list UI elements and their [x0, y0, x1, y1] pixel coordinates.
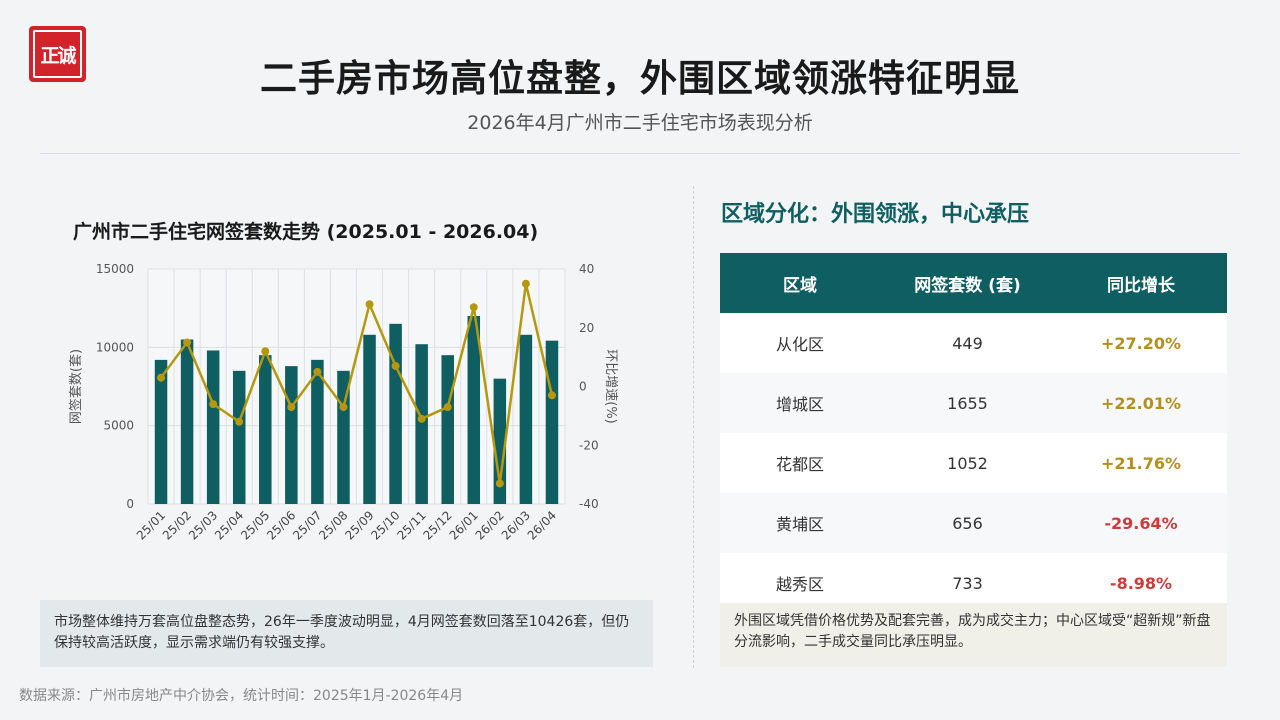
column-divider	[693, 186, 694, 668]
y-tick-label: 10000	[96, 340, 134, 354]
x-tick-label: 26/04	[525, 508, 559, 542]
bar	[154, 359, 168, 504]
cell-growth: -29.64%	[1104, 513, 1178, 533]
x-tick-label: 25/05	[238, 508, 272, 542]
region-table: 区域 网签套数 (套) 同比增长 从化区 449 +27.20% 增城区 165…	[720, 253, 1227, 613]
bar	[232, 370, 246, 504]
table-row: 增城区 1655 +22.01%	[720, 373, 1227, 433]
bar	[180, 339, 194, 504]
page-subtitle: 2026年4月广州市二手住宅市场表现分析	[467, 112, 813, 134]
cell-region: 增城区	[775, 395, 824, 414]
line-point	[391, 361, 400, 370]
cell-growth: -8.98%	[1109, 573, 1173, 593]
table-row: 花都区 1052 +21.76%	[720, 433, 1227, 493]
bar	[441, 355, 454, 504]
line-point	[417, 414, 426, 423]
line-point	[157, 373, 166, 382]
x-tick-label: 25/06	[264, 508, 298, 542]
line-point	[209, 400, 218, 409]
chart-title: 广州市二手住宅网签套数走势 (2025.01 - 2026.04)	[73, 221, 539, 243]
bar	[415, 344, 428, 504]
bar	[285, 366, 298, 504]
x-tick-label: 25/08	[316, 508, 350, 542]
bar	[206, 350, 220, 504]
logo-text: 正诚	[33, 30, 82, 78]
region-section-title: 区域分化：外围领涨，中心承压	[721, 202, 1030, 227]
table-row: 从化区 449 +27.20%	[720, 313, 1227, 373]
bar	[389, 323, 402, 504]
line-point	[547, 391, 556, 400]
x-tick-label: 26/03	[499, 508, 533, 542]
y-tick-label: 5000	[103, 419, 134, 433]
table-row: 黄埔区 656 -29.64%	[720, 493, 1227, 553]
line-point	[339, 403, 348, 412]
cell-growth: +21.76%	[1100, 453, 1182, 473]
line-point	[443, 403, 452, 412]
line-point	[287, 403, 296, 412]
bar	[467, 316, 481, 504]
cell-region: 越秀区	[775, 575, 824, 594]
page-title: 二手房市场高位盘整，外围区域领涨特征明显	[260, 57, 1020, 100]
cell-region: 黄埔区	[775, 515, 824, 534]
line-point	[261, 347, 270, 356]
header-count: 网签套数 (套)	[914, 275, 1021, 296]
line-point	[521, 279, 530, 288]
header-region: 区域	[783, 275, 817, 296]
bar	[493, 378, 507, 504]
y2-axis-label: 环比增速(%)	[603, 349, 618, 424]
cell-count: 1052	[947, 453, 988, 473]
x-tick-label: 25/07	[290, 508, 324, 542]
region-analysis-note: 外围区域凭借价格优势及配套完善，成为成交主力；中心区域受“超新规”新盘分流影响，…	[720, 603, 1227, 667]
cell-count: 656	[952, 513, 983, 533]
y2-tick-label: -40	[579, 497, 599, 511]
market-summary-note: 市场整体维持万套高位盘整态势，26年一季度波动明显，4月网签套数回落至10426…	[40, 600, 653, 667]
y2-tick-label: 20	[579, 321, 594, 335]
line-point	[313, 367, 322, 376]
growth-line	[160, 282, 554, 485]
y2-tick-label: 0	[579, 380, 587, 394]
x-tick-label: 25/09	[342, 508, 376, 542]
x-tick-label: 25/01	[134, 508, 168, 542]
trend-chart: 0 5000 10000 15000 -40 -20 0 20 40 网签套数(套) 环比增速(%)…	[68, 262, 618, 543]
x-tick-label: 25/02	[160, 508, 194, 542]
bar	[311, 359, 324, 504]
logo: 正诚	[29, 26, 86, 82]
line-point	[495, 479, 504, 488]
y2-tick-label: -20	[579, 438, 599, 452]
x-tick-label: 25/10	[368, 508, 402, 542]
table-header: 区域 网签套数 (套) 同比增长	[720, 253, 1227, 313]
y2-tick-label: 40	[579, 262, 594, 276]
cell-growth: +22.01%	[1100, 393, 1182, 413]
bar	[545, 340, 559, 504]
x-tick-label: 25/11	[394, 508, 428, 542]
header-growth: 同比增长	[1107, 275, 1175, 296]
line-point	[469, 303, 478, 312]
header-divider	[40, 153, 1240, 154]
x-tick-label: 25/12	[420, 508, 454, 542]
cell-region: 从化区	[775, 335, 824, 354]
bar	[363, 334, 376, 504]
x-tick-label: 25/03	[186, 508, 220, 542]
bar	[259, 355, 272, 504]
y-axis-label: 网签套数(套)	[68, 349, 84, 424]
cell-count: 733	[952, 573, 983, 593]
x-tick-label: 26/02	[473, 508, 507, 542]
bar	[519, 334, 533, 504]
x-tick-label: 25/04	[212, 508, 246, 542]
line-point	[365, 300, 374, 309]
cell-count: 449	[952, 333, 983, 353]
cell-region: 花都区	[775, 455, 824, 474]
cell-growth: +27.20%	[1100, 333, 1182, 353]
x-tick-label: 26/01	[447, 508, 481, 542]
data-source: 数据来源：广州市房地产中介协会，统计时间：2025年1月-2026年4月	[19, 688, 464, 704]
cell-count: 1655	[947, 393, 988, 413]
line-point	[183, 338, 192, 347]
y-tick-label: 0	[126, 497, 134, 511]
line-point	[235, 417, 244, 426]
y-tick-label: 15000	[96, 262, 134, 276]
